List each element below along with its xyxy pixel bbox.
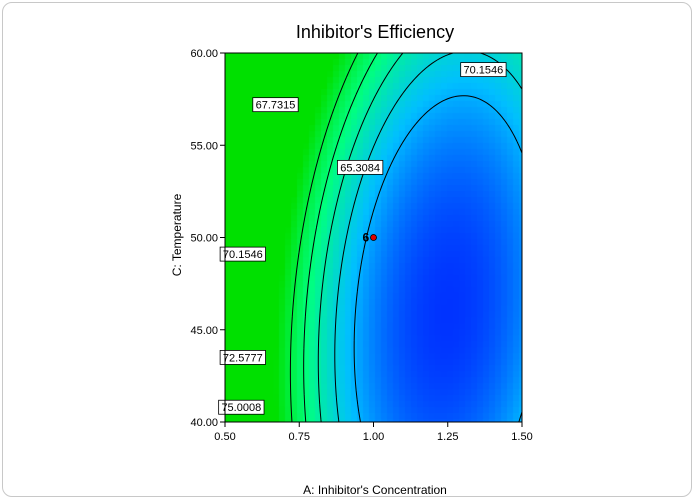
y-tick-label: 55.00: [190, 140, 218, 152]
design-point-label: 6: [363, 231, 370, 245]
x-axis: 0.50 0.75 1.00 1.25 1.50: [214, 422, 533, 443]
contour-label: 75.0008: [218, 399, 265, 415]
svg-text:75.0008: 75.0008: [221, 402, 261, 414]
design-points: 6: [363, 231, 377, 245]
x-axis-label: A: Inhibitor's Concentration: [303, 483, 447, 497]
design-point: [370, 234, 377, 241]
svg-text:65.3084: 65.3084: [340, 162, 380, 174]
contour-line-3: [317, 52, 404, 423]
svg-text:67.7315: 67.7315: [256, 100, 296, 112]
y-tick-label: 60.00: [190, 48, 218, 60]
contour-label: 67.7315: [252, 97, 299, 113]
svg-text:70.1546: 70.1546: [223, 249, 263, 261]
y-tick-label: 40.00: [190, 417, 218, 429]
x-tick-label: 1.00: [363, 431, 384, 443]
contour-label: 70.1546: [219, 246, 266, 262]
x-tick-label: 0.50: [214, 431, 235, 443]
contour-label: 65.3084: [337, 159, 384, 175]
x-tick-label: 0.75: [289, 431, 310, 443]
y-tick-label: 50.00: [190, 233, 218, 245]
contour-labels: 65.3084 67.7315 70.1546 70.1546 72.5777 75.00…: [218, 62, 507, 415]
plot-area: 65.3084 67.7315 70.1546 70.1546 72.5777 75.00…: [218, 52, 523, 423]
y-axis: 40.00 45.00 50.00 55.00 60.00: [190, 48, 225, 429]
x-tick-label: 1.25: [437, 431, 458, 443]
svg-text:70.1546: 70.1546: [464, 65, 504, 77]
contour-line-5: [289, 52, 359, 423]
contour-label: 72.5777: [219, 350, 266, 365]
contour-line-4: [303, 52, 378, 423]
contour-lines: [289, 52, 523, 423]
svg-text:72.5777: 72.5777: [223, 352, 263, 364]
x-tick-label: 1.50: [511, 431, 532, 443]
contour-line-2: [334, 52, 523, 423]
y-tick-label: 45.00: [190, 325, 218, 337]
contour-label: 70.1546: [460, 62, 507, 78]
contour-line-1: [353, 95, 523, 423]
y-axis-label: C: Temperature: [170, 193, 184, 276]
chart-title: Inhibitor's Efficiency: [296, 22, 454, 42]
